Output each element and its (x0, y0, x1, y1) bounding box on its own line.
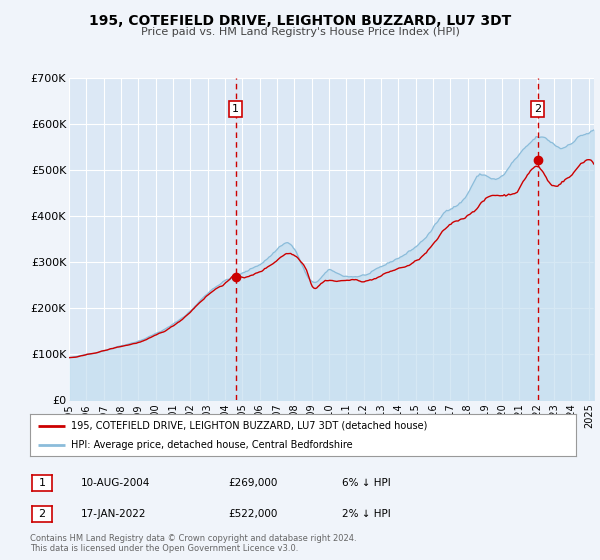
Text: 2: 2 (534, 104, 541, 114)
Text: £522,000: £522,000 (228, 509, 277, 519)
Text: HPI: Average price, detached house, Central Bedfordshire: HPI: Average price, detached house, Cent… (71, 440, 353, 450)
Text: 10-AUG-2004: 10-AUG-2004 (81, 478, 151, 488)
Text: 6% ↓ HPI: 6% ↓ HPI (342, 478, 391, 488)
Text: This data is licensed under the Open Government Licence v3.0.: This data is licensed under the Open Gov… (30, 544, 298, 553)
Text: 2: 2 (38, 509, 46, 519)
Text: 1: 1 (38, 478, 46, 488)
Text: 195, COTEFIELD DRIVE, LEIGHTON BUZZARD, LU7 3DT (detached house): 195, COTEFIELD DRIVE, LEIGHTON BUZZARD, … (71, 421, 427, 431)
Text: £269,000: £269,000 (228, 478, 277, 488)
Text: 1: 1 (232, 104, 239, 114)
Text: 195, COTEFIELD DRIVE, LEIGHTON BUZZARD, LU7 3DT: 195, COTEFIELD DRIVE, LEIGHTON BUZZARD, … (89, 14, 511, 28)
Text: Price paid vs. HM Land Registry's House Price Index (HPI): Price paid vs. HM Land Registry's House … (140, 27, 460, 37)
Text: 2% ↓ HPI: 2% ↓ HPI (342, 509, 391, 519)
Text: Contains HM Land Registry data © Crown copyright and database right 2024.: Contains HM Land Registry data © Crown c… (30, 534, 356, 543)
Text: 17-JAN-2022: 17-JAN-2022 (81, 509, 146, 519)
